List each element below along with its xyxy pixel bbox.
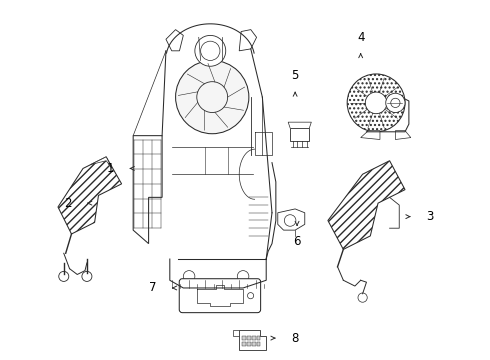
Bar [252, 342, 256, 346]
Polygon shape [361, 131, 380, 140]
Polygon shape [133, 136, 162, 244]
Bar [242, 336, 246, 341]
Bar [247, 342, 251, 346]
Bar [257, 336, 260, 341]
Circle shape [59, 271, 69, 282]
Text: 4: 4 [357, 31, 365, 44]
Bar [257, 342, 260, 346]
Circle shape [195, 35, 226, 66]
Circle shape [366, 92, 387, 114]
Polygon shape [233, 330, 239, 336]
Polygon shape [395, 131, 411, 140]
FancyBboxPatch shape [179, 279, 261, 312]
Text: 2: 2 [64, 197, 72, 210]
Circle shape [358, 293, 367, 302]
Polygon shape [239, 330, 266, 350]
Polygon shape [278, 209, 305, 230]
Polygon shape [239, 30, 257, 51]
Circle shape [237, 271, 249, 282]
Circle shape [183, 271, 195, 282]
Polygon shape [91, 157, 112, 168]
Text: 6: 6 [294, 235, 301, 248]
Text: 1: 1 [106, 162, 114, 175]
Text: 3: 3 [426, 210, 434, 223]
Text: 7: 7 [149, 282, 156, 294]
Circle shape [347, 74, 405, 132]
Bar [247, 336, 251, 341]
Circle shape [175, 60, 249, 134]
Bar [252, 336, 256, 341]
Polygon shape [328, 161, 405, 249]
Text: 8: 8 [291, 332, 298, 345]
Bar [242, 342, 246, 346]
Circle shape [82, 271, 92, 282]
Polygon shape [58, 157, 122, 234]
Circle shape [386, 93, 405, 113]
Polygon shape [290, 128, 309, 141]
Polygon shape [166, 30, 183, 51]
Text: 5: 5 [292, 69, 299, 82]
